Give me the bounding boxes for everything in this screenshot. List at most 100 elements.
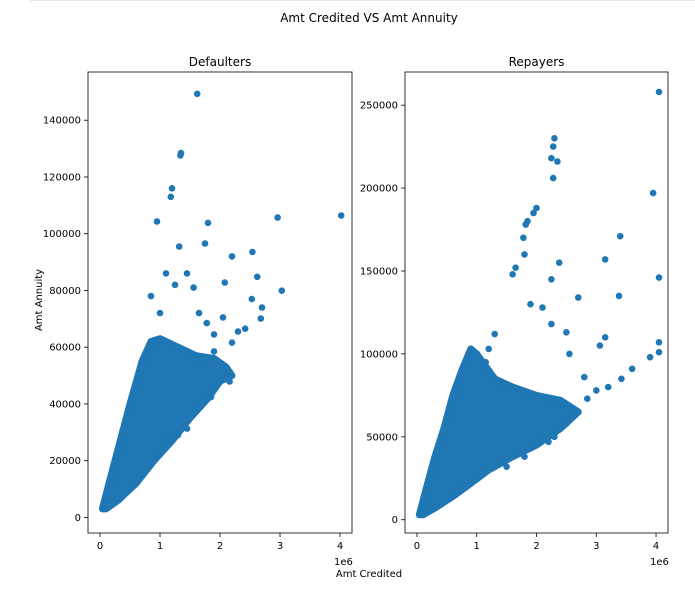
repayers-x-ticks: 0 1 2 3 4	[414, 533, 659, 552]
repayers-scatter-point	[618, 375, 625, 383]
repayers-x-tick-label: 1	[474, 541, 480, 552]
repayers-scatter-point	[548, 276, 555, 283]
defaulters-scatter-point	[226, 378, 233, 385]
defaulters-scatter-points	[98, 90, 345, 513]
defaulters-scatter-point	[204, 219, 212, 227]
defaulters-scatter-point	[221, 279, 229, 286]
repayers-scatter-point	[548, 154, 555, 162]
repayers-scatter-point	[509, 271, 516, 278]
defaulters-scatter-point	[198, 362, 206, 369]
repayers-axes: 0 1 2 3 4 0 50000 100000 150000 200000 250000 Rep…	[360, 55, 669, 568]
repayers-scatter-point	[549, 143, 557, 150]
defaulters-y-tick-label: 0	[75, 513, 81, 524]
repayers-scatter-point	[485, 345, 493, 353]
repayers-scatter-point	[581, 373, 588, 381]
repayers-scatter-point	[551, 433, 558, 441]
repayers-scatter-point	[491, 330, 499, 338]
repayers-scatter-point	[563, 420, 570, 427]
defaulters-scatter-point	[162, 437, 170, 445]
defaulters-scatter-point	[203, 319, 211, 327]
repayers-scatter-point	[566, 350, 573, 358]
repayers-scatter-point	[539, 304, 546, 311]
repayers-scatter-point	[551, 135, 558, 142]
defaulters-scatter-point	[210, 331, 218, 338]
figure-ylabel: Amt Annuity	[34, 269, 45, 331]
defaulters-scatter-point	[171, 281, 179, 289]
defaulters-x-tick-label: 0	[97, 541, 103, 552]
defaulters-scatter-point	[167, 193, 175, 201]
repayers-y-tick-label: 150000	[360, 266, 398, 277]
defaulters-scatter-point	[248, 295, 256, 303]
defaulters-scatter-point	[153, 218, 161, 225]
repayers-x-offset-label: 1e6	[650, 557, 669, 568]
repayers-scatter-point	[527, 300, 534, 308]
defaulters-scatter-point	[278, 287, 286, 295]
defaulters-x-tick-label: 1	[157, 541, 163, 552]
defaulters-x-tick-label: 4	[337, 541, 343, 552]
repayers-scatter-point	[601, 334, 609, 341]
defaulters-scatter-point	[249, 248, 256, 256]
repayers-scatter-point	[655, 274, 663, 281]
repayers-scatter-point	[503, 463, 510, 471]
repayers-scatter-point	[596, 342, 604, 349]
defaulters-scatter-point	[147, 292, 155, 300]
repayers-x-tick-label: 4	[653, 541, 659, 552]
repayers-scatter-point	[655, 88, 663, 96]
repayers-scatter-points	[415, 88, 663, 519]
repayers-scatter-point	[521, 251, 528, 258]
defaulters-scatter-point	[195, 309, 203, 317]
defaulters-y-tick-label: 40000	[49, 399, 81, 410]
defaulters-axes: 0 1 2 3 4 0 20000 40000 60000 80000 100000 120000 1…	[43, 55, 353, 568]
repayers-y-tick-label: 200000	[360, 184, 398, 195]
repayers-y-tick-label: 100000	[360, 349, 398, 360]
defaulters-scatter-point	[241, 325, 249, 333]
defaulters-scatter-point	[221, 373, 229, 381]
defaulters-scatter-point	[274, 214, 281, 221]
repayers-scatter-point	[628, 365, 636, 373]
defaulters-y-ticks: 0 20000 40000 60000 80000 100000 120000 140000	[43, 116, 88, 524]
defaulters-scatter-point	[257, 315, 265, 322]
defaulters-scatter-point	[201, 240, 209, 247]
repayers-scatter-point	[601, 256, 609, 263]
repayers-x-tick-label: 0	[414, 541, 420, 552]
defaulters-scatter-point	[228, 253, 236, 260]
repayers-scatter-point	[533, 204, 540, 212]
defaulters-x-tick-label: 3	[277, 541, 283, 552]
defaulters-y-tick-label: 60000	[49, 343, 81, 354]
repayers-title: Repayers	[509, 55, 565, 69]
defaulters-scatter-point	[228, 339, 236, 346]
repayers-scatter-point	[555, 259, 563, 267]
repayers-scatter-point	[530, 209, 537, 217]
repayers-scatter-point	[512, 264, 519, 272]
defaulters-dense-point-cloud	[98, 335, 236, 513]
defaulters-title: Defaulters	[189, 55, 251, 69]
repayers-scatter-point	[604, 383, 612, 391]
top-divider	[30, 0, 695, 1]
defaulters-scatter-point	[175, 243, 183, 250]
repayers-scatter-point	[584, 395, 591, 403]
defaulters-x-tick-label: 2	[217, 541, 223, 552]
repayers-scatter-point	[646, 353, 654, 361]
repayers-x-tick-label: 3	[593, 541, 599, 552]
defaulters-y-tick-label: 120000	[43, 172, 81, 183]
defaulters-y-tick-label: 20000	[49, 456, 81, 467]
repayers-scatter-point	[521, 453, 528, 461]
repayers-scatter-point	[554, 158, 561, 165]
figure-xlabel: Amt Credited	[336, 569, 402, 580]
repayers-y-tick-label: 0	[392, 515, 398, 526]
repayers-scatter-point	[649, 189, 657, 197]
repayers-y-tick-label: 50000	[366, 432, 398, 443]
defaulters-scatter-point	[193, 90, 201, 98]
repayers-dense-point-cloud	[415, 345, 582, 519]
defaulters-scatter-point	[337, 212, 345, 219]
defaulters-scatter-point	[183, 425, 191, 432]
defaulters-scatter-point	[210, 348, 218, 355]
defaulters-scatter-point	[219, 314, 227, 321]
defaulters-scatter-point	[234, 328, 242, 335]
defaulters-scatter-point	[177, 152, 184, 159]
defaulters-scatter-point	[168, 185, 176, 192]
defaulters-y-tick-label: 80000	[49, 286, 81, 297]
defaulters-scatter-point	[183, 270, 191, 277]
defaulters-x-ticks: 0 1 2 3 4	[97, 533, 343, 552]
repayers-scatter-point	[593, 387, 600, 394]
